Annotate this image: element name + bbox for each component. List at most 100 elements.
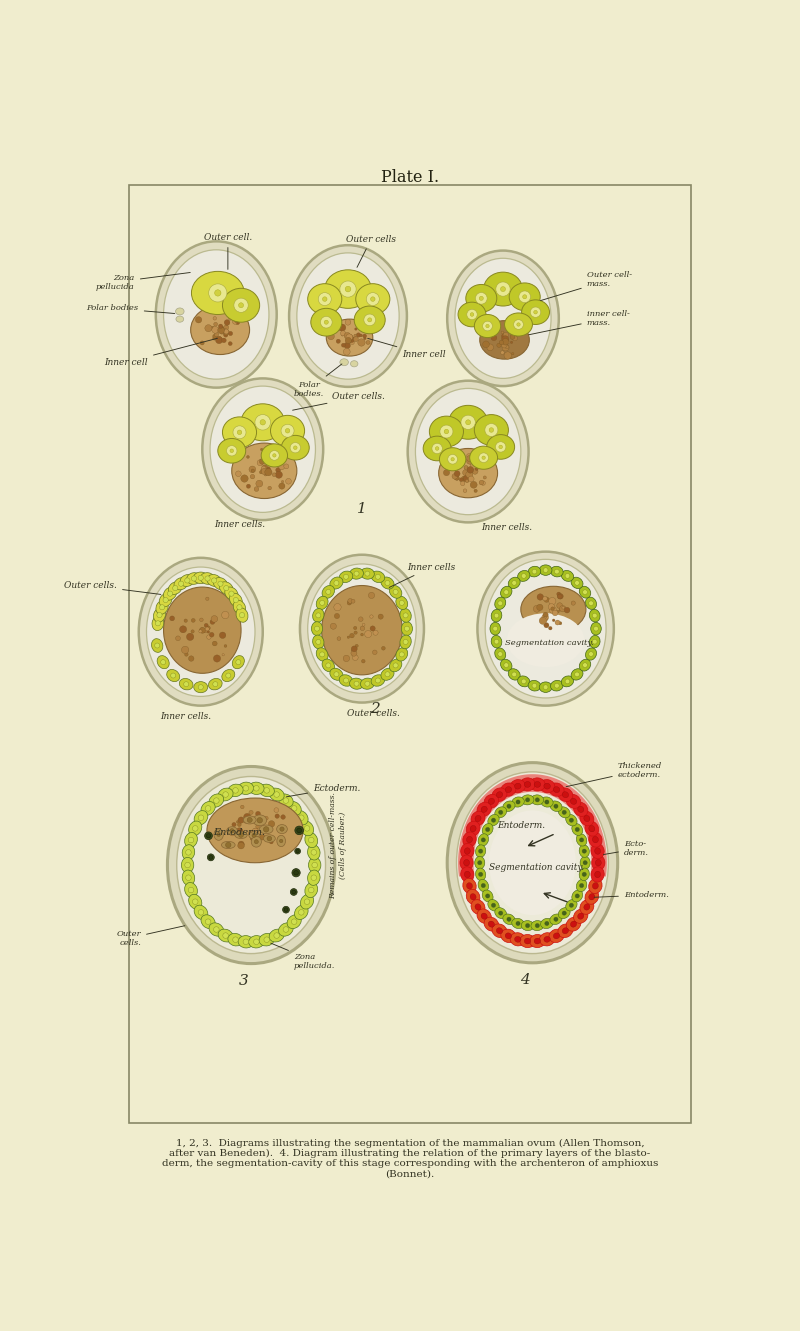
Ellipse shape — [381, 668, 394, 680]
Circle shape — [562, 912, 566, 916]
Circle shape — [542, 616, 547, 622]
Circle shape — [214, 797, 219, 804]
Circle shape — [222, 611, 229, 619]
Circle shape — [214, 322, 218, 326]
Ellipse shape — [461, 844, 474, 858]
Circle shape — [498, 600, 502, 606]
Circle shape — [185, 578, 190, 583]
Circle shape — [579, 884, 584, 888]
Circle shape — [482, 884, 486, 888]
Ellipse shape — [261, 443, 287, 467]
Ellipse shape — [201, 801, 215, 816]
Ellipse shape — [494, 908, 506, 918]
Circle shape — [543, 612, 548, 618]
Ellipse shape — [474, 414, 509, 446]
Ellipse shape — [481, 913, 487, 920]
Ellipse shape — [152, 616, 164, 631]
Circle shape — [261, 467, 267, 474]
Circle shape — [403, 639, 408, 644]
Circle shape — [448, 454, 458, 465]
Circle shape — [252, 833, 256, 837]
Ellipse shape — [494, 648, 506, 660]
Circle shape — [352, 655, 358, 660]
Ellipse shape — [501, 659, 512, 671]
Ellipse shape — [486, 435, 514, 459]
Circle shape — [336, 325, 342, 331]
Circle shape — [238, 430, 242, 434]
Circle shape — [254, 487, 259, 491]
Circle shape — [592, 639, 597, 644]
Circle shape — [478, 860, 482, 865]
Ellipse shape — [174, 578, 188, 590]
Ellipse shape — [201, 914, 215, 929]
Circle shape — [507, 917, 511, 921]
Ellipse shape — [361, 677, 374, 689]
Ellipse shape — [482, 824, 493, 836]
Ellipse shape — [477, 803, 491, 816]
Circle shape — [364, 314, 375, 326]
Ellipse shape — [167, 767, 335, 964]
Ellipse shape — [423, 437, 451, 461]
Circle shape — [270, 840, 273, 844]
Circle shape — [226, 446, 237, 457]
Circle shape — [344, 333, 350, 339]
Circle shape — [184, 681, 189, 687]
Circle shape — [213, 681, 218, 687]
Ellipse shape — [390, 586, 402, 598]
Circle shape — [393, 663, 398, 668]
Ellipse shape — [241, 403, 285, 441]
Ellipse shape — [589, 825, 595, 832]
Ellipse shape — [177, 776, 326, 953]
Circle shape — [334, 580, 339, 586]
Circle shape — [226, 843, 231, 848]
Circle shape — [483, 333, 487, 337]
Ellipse shape — [259, 825, 273, 833]
Circle shape — [494, 614, 499, 618]
Circle shape — [462, 470, 469, 475]
Circle shape — [274, 792, 279, 797]
Ellipse shape — [350, 361, 358, 367]
Circle shape — [161, 660, 166, 664]
Circle shape — [270, 451, 279, 461]
Circle shape — [274, 933, 279, 938]
Ellipse shape — [570, 921, 577, 928]
Ellipse shape — [236, 608, 248, 623]
Circle shape — [510, 334, 515, 339]
Ellipse shape — [578, 807, 584, 812]
Ellipse shape — [209, 922, 224, 936]
Ellipse shape — [455, 258, 551, 378]
Circle shape — [542, 614, 549, 620]
Circle shape — [212, 326, 218, 333]
Circle shape — [592, 614, 597, 618]
Ellipse shape — [466, 821, 480, 836]
Ellipse shape — [524, 781, 530, 788]
Circle shape — [516, 921, 520, 926]
Ellipse shape — [475, 845, 486, 857]
Ellipse shape — [294, 811, 308, 825]
Circle shape — [579, 837, 584, 843]
Ellipse shape — [311, 622, 322, 636]
Circle shape — [370, 615, 373, 619]
Ellipse shape — [438, 449, 498, 498]
Circle shape — [214, 926, 219, 932]
Circle shape — [198, 684, 203, 689]
Ellipse shape — [503, 801, 515, 812]
Circle shape — [198, 815, 204, 820]
Ellipse shape — [189, 821, 202, 836]
Text: Outer cells: Outer cells — [346, 234, 396, 268]
Circle shape — [223, 329, 228, 334]
Circle shape — [579, 839, 584, 843]
Circle shape — [399, 600, 404, 606]
Circle shape — [294, 848, 301, 855]
Circle shape — [292, 869, 300, 877]
Ellipse shape — [550, 914, 562, 925]
Ellipse shape — [259, 933, 274, 946]
Circle shape — [472, 469, 478, 474]
Circle shape — [322, 297, 327, 301]
Circle shape — [304, 898, 310, 905]
Ellipse shape — [194, 811, 208, 825]
Circle shape — [233, 788, 238, 793]
Circle shape — [191, 630, 194, 634]
Circle shape — [482, 341, 490, 347]
Ellipse shape — [251, 836, 262, 847]
